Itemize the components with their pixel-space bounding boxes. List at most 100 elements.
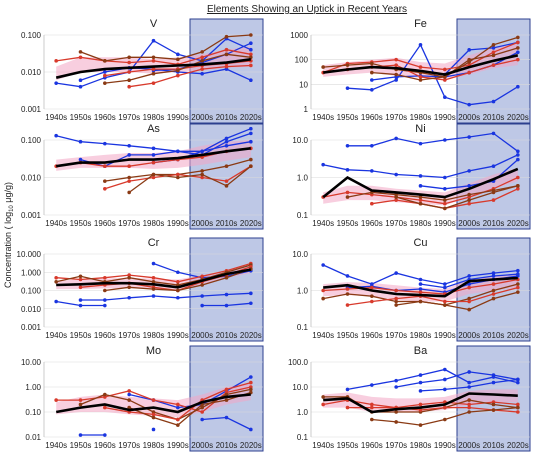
y-tick-label: 1 <box>304 105 309 114</box>
series-line-2 <box>80 132 252 167</box>
series-line-7 <box>128 165 252 193</box>
series-point <box>394 72 398 77</box>
series-point <box>418 389 423 393</box>
series-point <box>370 405 374 410</box>
x-tick-label: 2020s <box>507 331 529 340</box>
series-point <box>491 296 496 301</box>
x-tick-label: 1940s <box>312 113 334 122</box>
series-point <box>491 43 496 47</box>
series-point <box>249 78 253 83</box>
x-tick-label: 1980s <box>143 219 165 228</box>
y-tick-label: 0.001 <box>21 323 42 332</box>
series-point <box>200 50 204 54</box>
series-point <box>224 139 229 144</box>
x-tick-label: 1980s <box>410 219 432 228</box>
x-tick-label: 1980s <box>143 441 165 450</box>
series-point <box>516 157 520 162</box>
x-tick-label: 1990s <box>434 113 456 122</box>
series-point <box>249 41 253 46</box>
series-point <box>151 279 156 284</box>
series-point <box>345 387 350 392</box>
series-point <box>176 423 180 427</box>
x-tick-label: 1940s <box>45 219 67 228</box>
series-point <box>103 59 107 63</box>
y-tick-label: 0.10 <box>25 408 41 417</box>
series-point <box>491 131 496 136</box>
y-tick-label: 0.1 <box>297 211 309 220</box>
series-point <box>467 398 471 402</box>
series-point <box>224 136 229 141</box>
series-point <box>443 285 447 290</box>
series-point <box>370 201 374 206</box>
series-point <box>127 398 131 402</box>
y-tick-label: 1.0 <box>297 287 309 296</box>
series-point <box>127 164 131 169</box>
series-point <box>127 153 131 157</box>
series-point <box>151 38 156 43</box>
x-tick-label: 1960s <box>361 331 383 340</box>
series-point <box>467 370 471 374</box>
series-line-7 <box>396 185 518 210</box>
series-point <box>467 195 471 199</box>
series-point <box>516 285 520 290</box>
series-point <box>491 274 496 278</box>
series-point <box>78 402 83 407</box>
series-point <box>249 157 253 162</box>
x-tick-label: 2020s <box>507 113 529 122</box>
panel-cu: 0.1 1.0 10.0 1940s 1950s 1960s 1970s 1980s 1990s… <box>292 237 531 342</box>
series-point <box>345 303 350 307</box>
series-point <box>321 65 325 69</box>
series-point <box>370 417 374 422</box>
series-point <box>418 201 423 206</box>
x-tick-label: 2010s <box>216 331 238 340</box>
x-tick-label: 1960s <box>94 441 116 450</box>
x-tick-label: 1990s <box>167 113 189 122</box>
panel-v: 0.001 0.010 0.100 1940s 1950s 1960s 1970s 1980s… <box>21 18 264 124</box>
series-point <box>418 198 423 202</box>
x-tick-label: 1970s <box>118 113 140 122</box>
x-tick-label: 1980s <box>410 331 432 340</box>
series-point <box>176 52 180 57</box>
series-point <box>200 410 204 414</box>
series-point <box>200 169 204 173</box>
y-tick-label: 1.0 <box>297 174 309 183</box>
series-point <box>443 201 447 206</box>
x-tick-label: 1970s <box>385 441 407 450</box>
series-point <box>467 192 471 197</box>
y-axis-label: Concentration ( log10 μg/g) <box>3 182 15 288</box>
series-point <box>394 195 398 199</box>
series-point <box>321 263 325 267</box>
panel-title: Mo <box>146 345 161 357</box>
y-tick-label: 10.0 <box>292 383 308 392</box>
series-line-3 <box>444 41 518 75</box>
series-point <box>200 405 204 410</box>
series-point <box>78 285 83 290</box>
series-point <box>467 296 471 301</box>
panel-title: Cr <box>148 237 160 249</box>
series-point <box>249 139 253 144</box>
series-point <box>467 184 471 188</box>
panel-as: 0.001 0.010 0.100 1940s 1950s 1960s 1970s 1980s… <box>21 123 264 230</box>
series-point <box>491 282 496 286</box>
series-point <box>151 261 156 266</box>
series-point <box>345 292 350 296</box>
series-point <box>491 63 496 67</box>
series-line-2 <box>80 292 251 301</box>
series-point <box>370 169 374 173</box>
series-point <box>176 175 180 180</box>
series-point <box>443 198 447 202</box>
series-point <box>467 135 471 139</box>
series-point <box>443 377 447 382</box>
series-point <box>127 275 131 280</box>
x-tick-label: 1970s <box>385 113 407 122</box>
y-tick-label: 10.0 <box>292 136 308 145</box>
series-point <box>127 70 131 74</box>
series-point <box>151 146 156 151</box>
series-point <box>491 198 496 202</box>
series-point <box>176 295 180 300</box>
series-point <box>418 282 423 286</box>
series-point <box>78 398 83 402</box>
x-tick-label: 1940s <box>312 441 334 450</box>
series-point <box>151 398 156 402</box>
series-point <box>394 385 398 389</box>
